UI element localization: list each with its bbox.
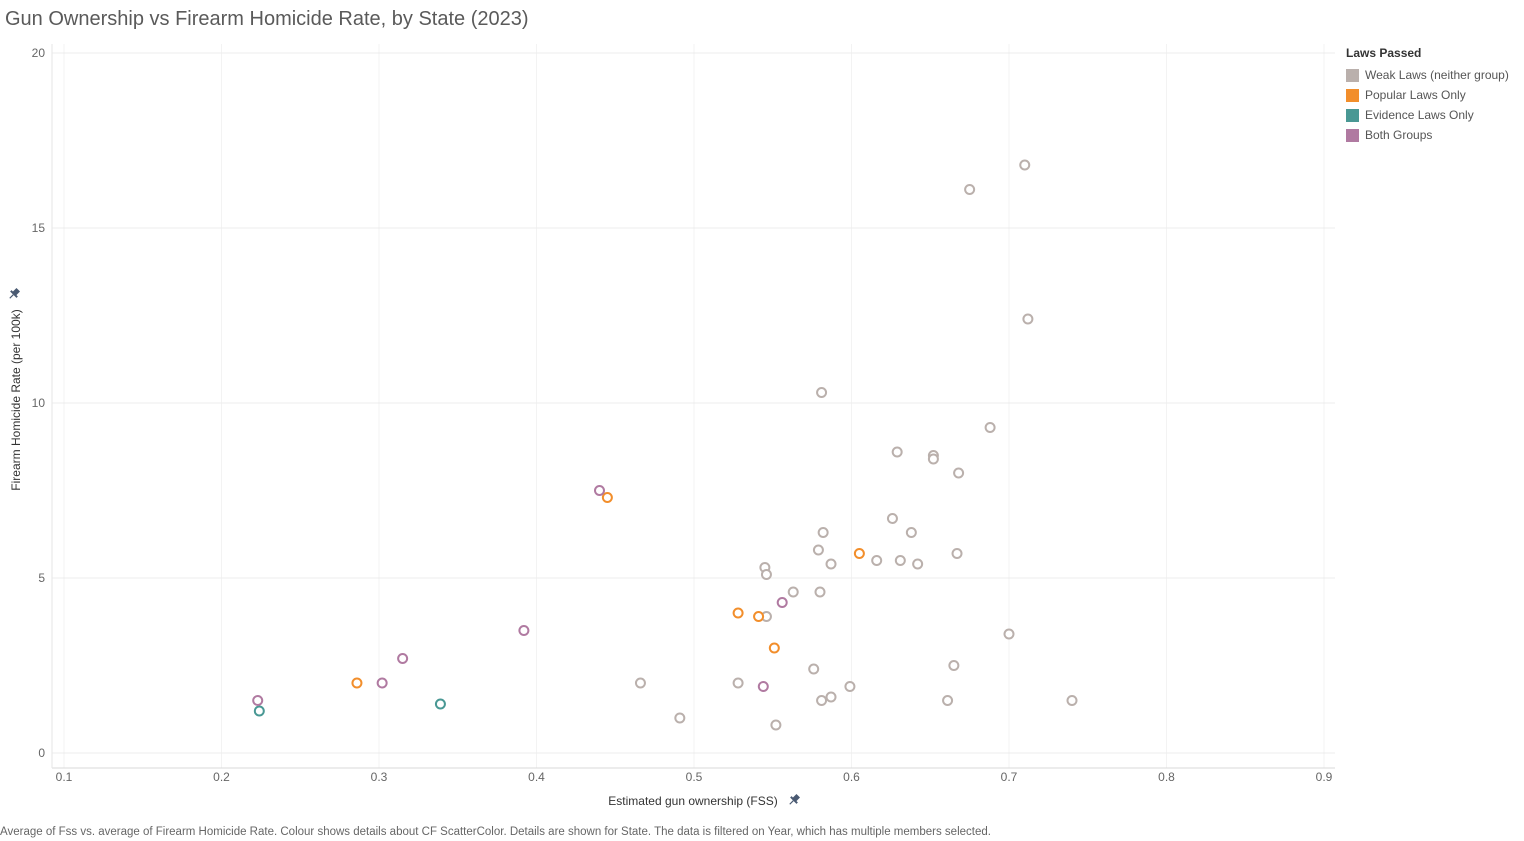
- point-weak-laws-neither-group[interactable]: [1003, 628, 1015, 640]
- point-weak-laws-neither-group[interactable]: [927, 453, 939, 465]
- point-weak-laws-neither-group[interactable]: [844, 681, 856, 692]
- y-tick-label: 15: [32, 221, 46, 235]
- point-weak-laws-neither-group[interactable]: [760, 569, 772, 580]
- x-tick-label: 0.8: [1158, 770, 1175, 784]
- point-weak-laws-neither-group[interactable]: [948, 660, 960, 671]
- point-weak-laws-neither-group[interactable]: [871, 555, 883, 566]
- x-tick-labels: 0.1 0.2 0.3 0.4 0.5 0.6 0.7 0.8 0.9: [56, 770, 1333, 784]
- legend-item-weak-laws[interactable]: Weak Laws (neither group): [1346, 65, 1509, 85]
- point-weak-laws-neither-group[interactable]: [816, 387, 828, 398]
- point-weak-laws-neither-group[interactable]: [964, 184, 976, 195]
- legend-label: Both Groups: [1365, 128, 1433, 142]
- x-tick-label: 0.4: [528, 770, 545, 784]
- legend-label: Evidence Laws Only: [1365, 108, 1474, 122]
- point-weak-laws-neither-group[interactable]: [808, 663, 820, 675]
- x-tick-label: 0.6: [843, 770, 860, 784]
- point-weak-laws-neither-group[interactable]: [812, 544, 824, 556]
- point-popular-laws-only[interactable]: [853, 548, 865, 559]
- point-weak-laws-neither-group[interactable]: [814, 586, 826, 598]
- x-tick-label: 0.1: [56, 770, 73, 784]
- point-weak-laws-neither-group[interactable]: [951, 548, 963, 559]
- legend-item-both-groups[interactable]: Both Groups: [1346, 125, 1509, 145]
- point-both-groups[interactable]: [252, 695, 264, 706]
- point-weak-laws-neither-group[interactable]: [894, 555, 906, 566]
- legend-label: Popular Laws Only: [1365, 88, 1466, 102]
- legend: Laws Passed Weak Laws (neither group) Po…: [1346, 46, 1509, 145]
- point-both-groups[interactable]: [397, 653, 409, 664]
- x-tick-label: 0.9: [1316, 770, 1333, 784]
- x-tick-label: 0.5: [686, 770, 703, 784]
- point-evidence-laws-only[interactable]: [434, 698, 446, 710]
- point-weak-laws-neither-group[interactable]: [1019, 159, 1031, 171]
- point-weak-laws-neither-group[interactable]: [891, 446, 903, 458]
- point-weak-laws-neither-group[interactable]: [634, 677, 646, 689]
- x-tick-label: 0.2: [213, 770, 230, 784]
- legend-swatch: [1346, 88, 1359, 102]
- point-evidence-laws-only[interactable]: [253, 705, 265, 717]
- data-points: [252, 159, 1078, 731]
- chart-title: Gun Ownership vs Firearm Homicide Rate, …: [5, 8, 529, 30]
- y-tick-label: 20: [32, 46, 46, 60]
- point-weak-laws-neither-group[interactable]: [942, 695, 954, 706]
- point-weak-laws-neither-group[interactable]: [953, 467, 965, 479]
- y-axis-pin-icon[interactable]: [7, 287, 22, 302]
- point-weak-laws-neither-group[interactable]: [984, 422, 996, 433]
- x-tick-label: 0.3: [371, 770, 388, 784]
- legend-swatch: [1346, 128, 1359, 142]
- point-weak-laws-neither-group[interactable]: [912, 558, 924, 570]
- x-axis-label: Estimated gun ownership (FSS): [608, 794, 777, 808]
- legend-title: Laws Passed: [1346, 46, 1422, 60]
- point-weak-laws-neither-group[interactable]: [816, 695, 828, 706]
- point-both-groups[interactable]: [518, 625, 530, 636]
- legend-swatch: [1346, 108, 1359, 122]
- point-weak-laws-neither-group[interactable]: [1022, 313, 1034, 325]
- grid-lines: [52, 44, 1335, 768]
- legend-swatch: [1346, 68, 1359, 82]
- point-both-groups[interactable]: [757, 681, 769, 692]
- point-popular-laws-only[interactable]: [732, 607, 744, 619]
- legend-item-popular-laws[interactable]: Popular Laws Only: [1346, 85, 1509, 105]
- x-tick-label: 0.7: [1001, 770, 1018, 784]
- point-both-groups[interactable]: [376, 677, 388, 689]
- point-weak-laws-neither-group[interactable]: [825, 691, 837, 703]
- y-axis-label: Firearm Homicide Rate (per 100k): [9, 309, 23, 490]
- point-weak-laws-neither-group[interactable]: [787, 586, 799, 598]
- point-popular-laws-only[interactable]: [351, 677, 363, 689]
- point-weak-laws-neither-group[interactable]: [1066, 695, 1078, 706]
- point-weak-laws-neither-group[interactable]: [732, 677, 744, 689]
- point-weak-laws-neither-group[interactable]: [886, 513, 898, 524]
- point-both-groups[interactable]: [776, 597, 788, 608]
- point-weak-laws-neither-group[interactable]: [817, 527, 829, 538]
- chart-caption: Average of Fss vs. average of Firearm Ho…: [0, 826, 991, 838]
- point-weak-laws-neither-group[interactable]: [674, 712, 686, 724]
- y-tick-label: 10: [32, 396, 46, 410]
- point-weak-laws-neither-group[interactable]: [770, 719, 782, 731]
- point-popular-laws-only[interactable]: [601, 492, 613, 503]
- point-popular-laws-only[interactable]: [753, 611, 765, 622]
- x-axis-pin-icon[interactable]: [787, 793, 802, 808]
- legend-item-evidence-laws[interactable]: Evidence Laws Only: [1346, 105, 1509, 125]
- y-tick-labels: 0 5 10 15 20: [32, 46, 46, 760]
- y-tick-label: 0: [38, 746, 45, 760]
- point-weak-laws-neither-group[interactable]: [825, 558, 837, 570]
- y-tick-label: 5: [38, 571, 45, 585]
- point-both-groups[interactable]: [594, 485, 605, 496]
- point-weak-laws-neither-group[interactable]: [905, 527, 917, 538]
- legend-label: Weak Laws (neither group): [1365, 68, 1509, 82]
- point-popular-laws-only[interactable]: [768, 642, 780, 654]
